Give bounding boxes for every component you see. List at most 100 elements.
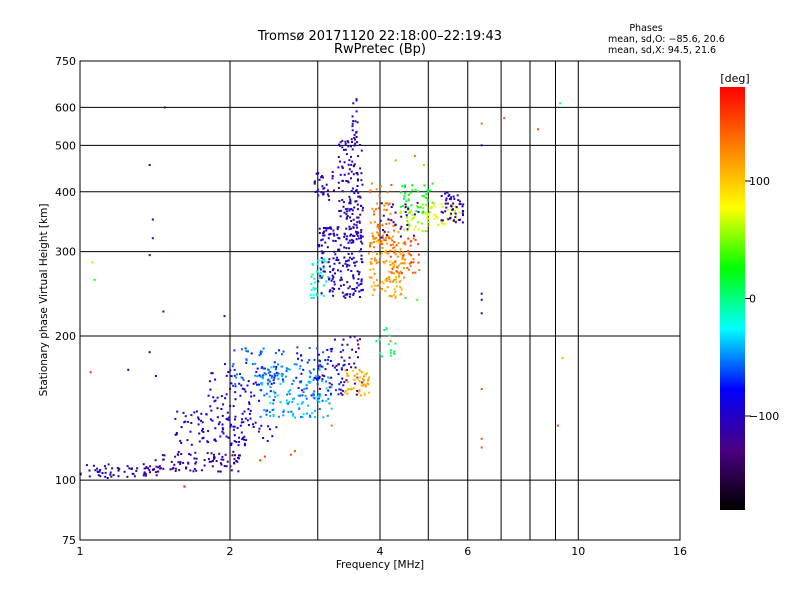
data-point [309, 375, 312, 378]
data-point [247, 350, 249, 353]
data-point [333, 338, 336, 341]
data-point [346, 235, 349, 238]
data-point [355, 224, 358, 227]
data-point [237, 470, 240, 473]
data-point [271, 409, 274, 411]
data-point [299, 365, 302, 368]
data-point [383, 251, 386, 254]
data-point [319, 267, 322, 269]
data-point [210, 452, 213, 455]
data-point [234, 418, 236, 421]
data-point [427, 217, 430, 220]
data-point [377, 261, 379, 264]
data-point [370, 262, 373, 265]
data-point [387, 231, 390, 233]
data-point [345, 153, 348, 156]
data-point [176, 410, 179, 413]
data-point [394, 159, 397, 162]
data-point [399, 253, 402, 256]
data-point [269, 415, 272, 417]
data-point [259, 351, 262, 354]
data-point [353, 335, 356, 338]
data-point [216, 416, 219, 419]
data-point [351, 115, 354, 118]
data-point [306, 361, 309, 364]
data-point [357, 284, 360, 287]
data-point [369, 191, 372, 194]
data-point [179, 439, 182, 442]
data-point [310, 275, 313, 278]
data-point [389, 237, 392, 240]
data-point [292, 412, 295, 415]
data-point [304, 394, 307, 397]
data-point [259, 352, 262, 355]
data-point [384, 279, 387, 282]
data-point [197, 423, 200, 426]
data-point [155, 465, 158, 468]
data-point [280, 365, 283, 368]
data-point [316, 383, 319, 385]
data-point [325, 227, 328, 229]
data-point [318, 395, 321, 398]
data-point [232, 405, 235, 408]
data-point [449, 216, 452, 219]
data-point [162, 310, 165, 313]
data-point [149, 465, 152, 468]
data-point [348, 356, 351, 359]
data-point [433, 217, 436, 220]
data-point [436, 216, 439, 219]
data-point [225, 465, 228, 468]
data-point [372, 268, 375, 271]
data-point [260, 366, 263, 369]
data-point [404, 192, 407, 195]
data-point [319, 268, 322, 271]
data-point [433, 214, 436, 217]
data-point [446, 208, 449, 211]
data-point [259, 415, 262, 418]
data-point [370, 182, 373, 185]
data-point [391, 267, 394, 270]
data-point [206, 452, 209, 455]
data-point [328, 290, 331, 293]
data-point [394, 249, 397, 252]
data-point [278, 349, 281, 352]
data-point [240, 376, 243, 379]
data-point [260, 381, 263, 384]
data-point [381, 243, 384, 246]
data-point [421, 194, 424, 197]
data-point [332, 294, 334, 297]
data-point [385, 260, 388, 263]
data-point [456, 207, 459, 210]
data-point [337, 181, 340, 184]
data-point [318, 400, 321, 403]
data-point [437, 223, 440, 226]
data-point [232, 428, 235, 431]
data-point [232, 425, 235, 428]
data-point [375, 236, 378, 239]
data-point [331, 347, 333, 350]
data-point [382, 214, 385, 217]
data-point [419, 206, 422, 209]
data-point [311, 273, 314, 276]
data-point [189, 430, 192, 433]
data-point [96, 467, 99, 470]
data-point [381, 281, 384, 283]
data-point [337, 156, 340, 158]
data-point [254, 374, 257, 377]
data-point [383, 239, 386, 242]
data-point [382, 229, 384, 231]
data-point [343, 391, 346, 394]
data-point [333, 262, 336, 265]
data-point [276, 374, 279, 377]
data-point [334, 272, 336, 275]
data-point [402, 256, 405, 258]
data-point [259, 459, 262, 462]
data-point [393, 288, 396, 291]
data-point [303, 387, 306, 390]
data-point [343, 359, 346, 362]
data-point [341, 167, 344, 169]
data-point [351, 160, 354, 163]
data-point [337, 187, 340, 189]
data-point [341, 179, 344, 182]
data-point [331, 175, 334, 177]
